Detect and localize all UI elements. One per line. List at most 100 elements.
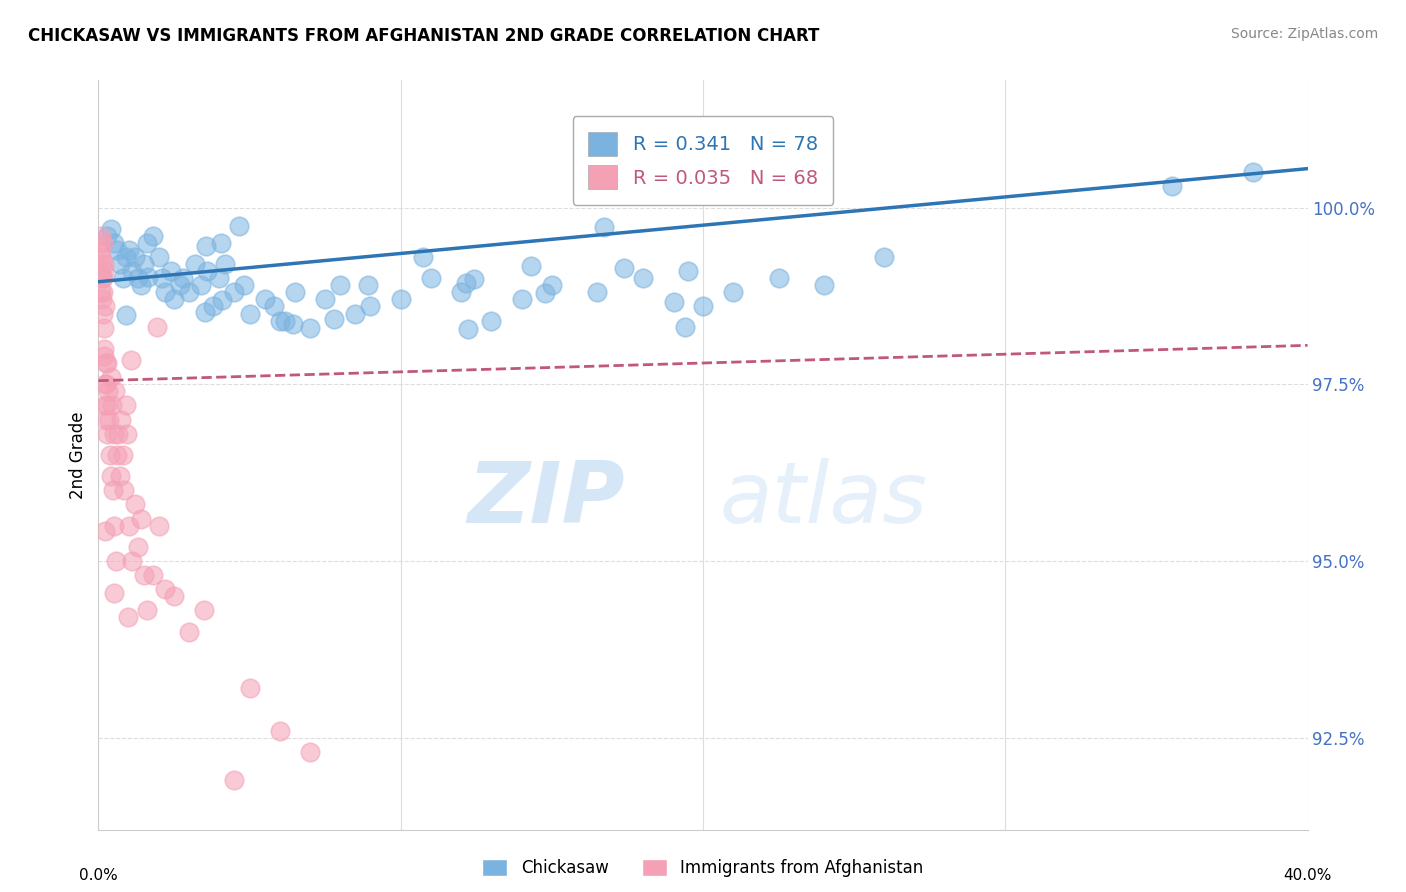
Point bbox=[127, 540, 149, 554]
Point bbox=[534, 286, 557, 301]
Point bbox=[193, 603, 215, 617]
Point bbox=[108, 257, 131, 271]
Text: CHICKASAW VS IMMIGRANTS FROM AFGHANISTAN 2ND GRADE CORRELATION CHART: CHICKASAW VS IMMIGRANTS FROM AFGHANISTAN… bbox=[28, 27, 820, 45]
Point bbox=[194, 239, 217, 253]
Point bbox=[184, 257, 207, 271]
Point bbox=[239, 307, 262, 321]
Point bbox=[692, 300, 714, 314]
Point bbox=[93, 349, 115, 363]
Point bbox=[111, 271, 134, 285]
Point bbox=[107, 426, 129, 441]
Point bbox=[673, 320, 696, 334]
Point bbox=[124, 497, 146, 511]
Point bbox=[89, 235, 111, 250]
Point bbox=[94, 399, 117, 413]
Point bbox=[195, 264, 218, 278]
Point bbox=[169, 278, 191, 293]
Point bbox=[631, 271, 654, 285]
Point bbox=[94, 356, 117, 370]
Point bbox=[112, 483, 135, 498]
Point bbox=[111, 448, 134, 462]
Point bbox=[96, 399, 118, 413]
Point bbox=[146, 319, 169, 334]
Point bbox=[100, 221, 122, 235]
Point bbox=[90, 271, 112, 285]
Point bbox=[117, 610, 139, 624]
Point bbox=[510, 293, 533, 307]
Point bbox=[768, 271, 790, 285]
Point bbox=[586, 285, 609, 300]
Point bbox=[96, 426, 118, 441]
Point bbox=[357, 277, 380, 292]
Point bbox=[208, 271, 231, 285]
Point bbox=[323, 312, 346, 326]
Point bbox=[274, 314, 297, 328]
Point bbox=[98, 412, 121, 426]
Point bbox=[269, 723, 291, 738]
Point bbox=[108, 469, 131, 483]
Point bbox=[132, 568, 155, 582]
Point bbox=[232, 278, 254, 293]
Point bbox=[91, 293, 114, 307]
Point bbox=[1160, 179, 1182, 194]
Point bbox=[93, 342, 115, 356]
Point bbox=[90, 243, 112, 257]
Point bbox=[284, 285, 307, 300]
Point bbox=[420, 271, 443, 285]
Point bbox=[103, 586, 125, 600]
Point bbox=[96, 228, 118, 243]
Point bbox=[360, 300, 382, 314]
Point bbox=[179, 285, 201, 300]
Point bbox=[94, 524, 117, 538]
Point bbox=[96, 377, 118, 392]
Point bbox=[148, 250, 170, 264]
Point bbox=[103, 518, 125, 533]
Point bbox=[98, 448, 121, 462]
Point bbox=[153, 285, 176, 300]
Point bbox=[662, 294, 685, 309]
Point bbox=[105, 243, 128, 257]
Point bbox=[873, 250, 896, 264]
Point bbox=[121, 264, 143, 278]
Point bbox=[269, 313, 291, 327]
Point bbox=[263, 300, 285, 314]
Point bbox=[114, 250, 136, 264]
Point bbox=[115, 426, 138, 441]
Y-axis label: 2nd Grade: 2nd Grade bbox=[69, 411, 87, 499]
Point bbox=[457, 322, 479, 336]
Point bbox=[813, 278, 835, 293]
Point bbox=[129, 511, 152, 525]
Point bbox=[94, 377, 117, 392]
Point bbox=[124, 250, 146, 264]
Point bbox=[163, 293, 186, 307]
Point bbox=[97, 384, 120, 399]
Point bbox=[135, 235, 157, 250]
Point bbox=[103, 235, 125, 250]
Point bbox=[1241, 165, 1264, 179]
Point bbox=[299, 745, 322, 759]
Point bbox=[450, 285, 472, 300]
Point bbox=[94, 412, 117, 426]
Point bbox=[91, 285, 114, 300]
Point bbox=[456, 276, 478, 290]
Point bbox=[120, 353, 142, 368]
Point bbox=[723, 285, 745, 300]
Point bbox=[211, 293, 233, 308]
Point bbox=[389, 293, 412, 307]
Point bbox=[104, 384, 127, 399]
Point bbox=[136, 269, 159, 284]
Point bbox=[91, 307, 114, 321]
Point bbox=[299, 320, 322, 334]
Point bbox=[142, 228, 165, 243]
Point bbox=[91, 257, 114, 271]
Point bbox=[314, 293, 336, 307]
Point bbox=[160, 264, 183, 278]
Point bbox=[118, 518, 141, 533]
Point bbox=[90, 264, 112, 278]
Text: Source: ZipAtlas.com: Source: ZipAtlas.com bbox=[1230, 27, 1378, 41]
Point bbox=[202, 300, 225, 314]
Point bbox=[150, 271, 173, 285]
Point bbox=[127, 271, 149, 285]
Point bbox=[593, 220, 616, 235]
Point bbox=[118, 243, 141, 257]
